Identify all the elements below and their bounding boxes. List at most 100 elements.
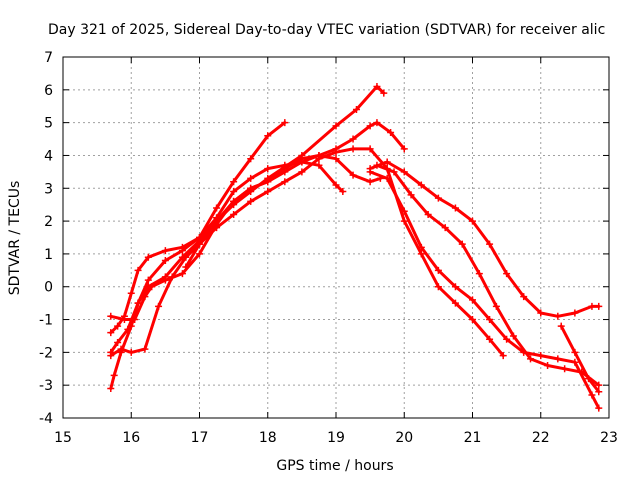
data-point — [424, 211, 432, 219]
y-tick-label: -2 — [39, 345, 53, 361]
series-track-7 — [366, 158, 603, 320]
y-tick-label: 2 — [44, 214, 53, 230]
data-point — [144, 253, 152, 261]
data-point — [230, 188, 238, 196]
data-point — [571, 309, 579, 317]
data-point — [373, 119, 381, 127]
data-point — [332, 148, 340, 156]
data-point — [315, 161, 323, 169]
data-point — [544, 361, 552, 369]
data-point — [554, 312, 562, 320]
series-trace — [109, 154, 382, 321]
data-point — [247, 197, 255, 205]
data-point — [349, 135, 357, 143]
data-point — [434, 194, 442, 202]
data-point — [441, 224, 449, 232]
data-point — [161, 256, 169, 264]
data-point — [213, 204, 221, 212]
x-tick-label: 17 — [191, 430, 209, 446]
y-tick-label: 0 — [44, 280, 53, 296]
data-point — [332, 181, 340, 189]
data-point — [383, 174, 391, 182]
data-point — [352, 106, 360, 114]
data-point — [148, 283, 156, 291]
data-point — [469, 316, 476, 324]
data-point — [332, 155, 340, 163]
data-point — [417, 181, 425, 189]
data-point — [178, 247, 186, 255]
series-track-9 — [366, 168, 603, 412]
x-axis-label: GPS time / hours — [276, 458, 393, 474]
data-point — [520, 293, 528, 301]
data-point — [451, 204, 459, 212]
data-point — [571, 358, 579, 366]
data-point — [281, 165, 289, 173]
data-point — [492, 302, 500, 310]
y-tick-label: 4 — [44, 148, 53, 164]
data-point — [264, 188, 272, 196]
data-point — [383, 158, 391, 166]
data-point — [264, 178, 272, 186]
data-point — [509, 332, 517, 340]
x-tick-label: 22 — [532, 430, 550, 446]
data-point — [520, 348, 528, 356]
x-tick-label: 20 — [395, 430, 413, 446]
data-point — [595, 388, 603, 396]
data-point — [400, 207, 408, 215]
data-point — [380, 89, 388, 97]
data-point — [141, 345, 149, 353]
x-tick-label: 18 — [259, 430, 277, 446]
data-point — [168, 273, 176, 281]
data-point — [161, 247, 169, 255]
series-trace — [109, 85, 386, 390]
series-trace — [375, 163, 601, 387]
grid-lines — [63, 57, 609, 418]
data-point — [247, 155, 255, 163]
data-point — [588, 302, 596, 310]
data-point — [182, 253, 190, 261]
data-point — [499, 352, 507, 360]
data-point — [247, 184, 255, 192]
series-trace — [109, 147, 505, 358]
data-point — [144, 276, 152, 284]
data-point — [486, 240, 494, 248]
data-point — [230, 211, 238, 219]
data-point — [264, 165, 272, 173]
data-point — [527, 355, 535, 363]
data-point — [127, 289, 135, 297]
data-point — [458, 240, 466, 248]
data-point — [107, 384, 115, 392]
data-point — [127, 348, 135, 356]
data-point — [595, 404, 603, 412]
data-point — [400, 145, 408, 153]
data-point — [131, 316, 139, 324]
y-tick-label: 1 — [44, 247, 53, 263]
data-point — [114, 339, 122, 347]
series-track-10 — [557, 322, 603, 396]
data-point — [486, 335, 494, 343]
data-point — [178, 270, 186, 278]
x-tick-label: 16 — [122, 430, 140, 446]
data-point — [281, 119, 289, 127]
data-point — [264, 132, 272, 140]
series-trace — [559, 324, 601, 394]
data-point — [390, 168, 398, 176]
data-point — [155, 302, 163, 310]
data-point — [486, 316, 494, 324]
data-point — [537, 352, 545, 360]
data-point — [451, 283, 459, 291]
data-point — [451, 299, 459, 307]
series-layer — [107, 83, 603, 412]
series-track-3 — [107, 83, 388, 392]
data-point — [230, 178, 238, 186]
y-axis-label: SDTVAR / TECUs — [7, 181, 23, 296]
x-tick-label: 23 — [600, 430, 618, 446]
data-point — [400, 217, 408, 225]
data-point — [141, 293, 149, 301]
chart-title: Day 321 of 2025, Sidereal Day-to-day VTE… — [48, 22, 605, 38]
y-tick-label: 7 — [44, 50, 53, 66]
data-point — [503, 335, 511, 343]
x-tick-label: 15 — [54, 430, 72, 446]
data-point — [595, 302, 603, 310]
